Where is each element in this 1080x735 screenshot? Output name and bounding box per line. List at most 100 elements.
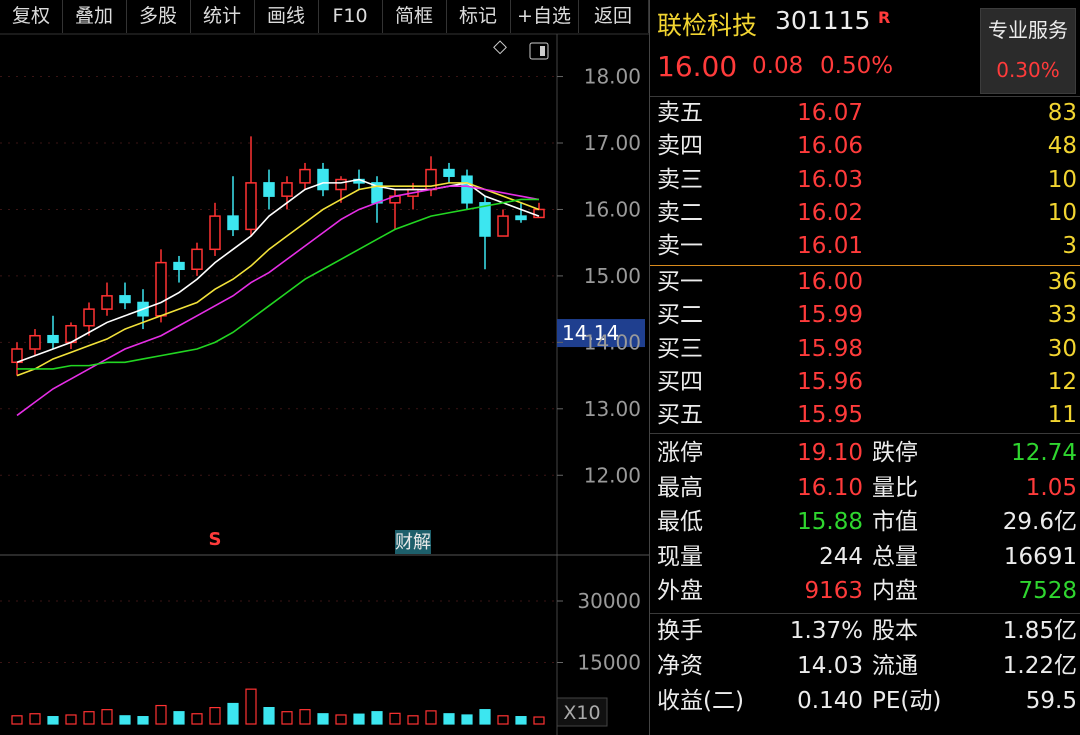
signal-marker[interactable]: S xyxy=(209,529,222,550)
toolbar-button[interactable]: 复权 xyxy=(0,0,63,33)
stat-value: 9163 xyxy=(804,578,863,604)
book-volume: 83 xyxy=(1047,100,1077,126)
stat-label: 市值 xyxy=(872,509,918,535)
volume-bar xyxy=(317,713,329,725)
stat-value: 15.88 xyxy=(797,509,863,535)
volume-scale: X10 xyxy=(563,702,600,724)
book-label: 卖二 xyxy=(657,199,703,226)
volume-bar xyxy=(353,713,365,725)
stat-label: 量比 xyxy=(872,474,918,501)
stat-value: 59.5 xyxy=(1025,688,1077,714)
stat-value: 16691 xyxy=(1003,543,1077,570)
price-change: 0.08 xyxy=(752,53,804,79)
stat-label: 涨停 xyxy=(657,440,703,466)
volume-bar xyxy=(47,716,59,725)
candle-body xyxy=(497,215,509,237)
book-label: 卖一 xyxy=(657,233,703,260)
volume-bar xyxy=(389,712,401,725)
volume-bar xyxy=(479,709,491,725)
book-label: 卖三 xyxy=(657,166,703,193)
candle-body xyxy=(227,215,239,231)
stat-label: 换手 xyxy=(657,618,703,644)
book-price: 16.00 xyxy=(797,269,863,295)
book-volume: 48 xyxy=(1047,133,1077,160)
stat-label: 最高 xyxy=(657,474,703,501)
book-price: 15.96 xyxy=(797,368,863,395)
volume-bar xyxy=(209,706,221,725)
toolbar-button[interactable]: 统计 xyxy=(190,0,255,33)
candle-body xyxy=(209,215,221,251)
volume-bar xyxy=(371,711,383,725)
service-box[interactable] xyxy=(980,8,1076,94)
book-volume: 10 xyxy=(1047,166,1077,193)
event-marker[interactable]: 财解 xyxy=(395,532,431,553)
book-label: 买一 xyxy=(657,269,703,295)
stat-value: 1.22亿 xyxy=(1002,653,1077,679)
toolbar-button[interactable]: 叠加 xyxy=(62,0,127,33)
y-tick-label: 12.00 xyxy=(584,463,641,487)
candle-body xyxy=(443,168,455,177)
candle-body xyxy=(515,215,527,221)
event-marker-bg xyxy=(395,530,431,554)
candle-body xyxy=(155,261,167,317)
candle-body xyxy=(119,295,131,304)
moving-average-line xyxy=(16,185,540,417)
volume-bar xyxy=(281,711,293,725)
book-volume: 36 xyxy=(1047,269,1077,295)
book-label: 卖四 xyxy=(657,133,703,160)
moving-average-line xyxy=(16,178,540,364)
divider xyxy=(650,613,1080,614)
book-price: 15.95 xyxy=(797,402,863,429)
moving-average-line xyxy=(17,198,539,370)
service-value: 0.30% xyxy=(996,58,1060,82)
toolbar-button[interactable]: 返回 xyxy=(578,0,649,33)
book-volume: 33 xyxy=(1047,302,1077,329)
stat-value: 19.10 xyxy=(797,440,863,466)
book-price: 16.06 xyxy=(797,133,863,160)
book-volume: 30 xyxy=(1047,335,1077,362)
shape-icon[interactable]: ◇ xyxy=(493,36,507,57)
book-label: 买四 xyxy=(657,368,703,395)
y-tick-label: 30000 xyxy=(577,589,641,613)
stat-label: 总量 xyxy=(872,543,918,570)
toolbar-button[interactable]: 标记 xyxy=(446,0,511,33)
stat-value: 1.05 xyxy=(1025,474,1077,501)
y-tick-label: 15.00 xyxy=(584,264,641,288)
toolbar-button[interactable]: 画线 xyxy=(254,0,319,33)
volume-bar xyxy=(83,711,95,725)
volume-bar xyxy=(335,714,347,725)
last-price: 16.00 xyxy=(657,50,738,83)
y-tick-label: 18.00 xyxy=(584,65,641,89)
moving-average-line xyxy=(16,182,540,377)
stat-label: 现量 xyxy=(657,543,703,570)
candle-body xyxy=(101,295,113,310)
candle-body xyxy=(245,182,257,231)
y-tick-label: 14.00 xyxy=(584,330,641,354)
y-tick-label: 13.00 xyxy=(584,397,641,421)
toolbar-button[interactable]: 简框 xyxy=(382,0,447,33)
y-tick-label: 15000 xyxy=(577,651,641,675)
volume-bar xyxy=(461,714,473,725)
book-label: 卖五 xyxy=(657,100,703,126)
stat-value: 12.74 xyxy=(1011,440,1077,466)
candle-body xyxy=(461,175,473,204)
toolbar-button[interactable]: +自选 xyxy=(510,0,579,33)
volume-bar xyxy=(227,702,239,725)
stock-name: 联检科技 xyxy=(657,11,758,40)
scale-box xyxy=(556,697,608,727)
book-price: 16.02 xyxy=(797,199,863,226)
toolbar-button[interactable]: F10 xyxy=(318,0,383,33)
stock-code: 301115 xyxy=(775,6,871,35)
candle-body xyxy=(335,178,347,191)
divider xyxy=(650,96,1080,97)
layout-icon-fill xyxy=(540,46,545,56)
toolbar-button[interactable]: 多股 xyxy=(126,0,191,33)
volume-bar xyxy=(425,710,437,725)
book-price: 15.98 xyxy=(797,335,863,362)
candle-body xyxy=(299,168,311,184)
candle-body xyxy=(47,334,59,344)
stat-value: 16.10 xyxy=(797,474,863,501)
layout-icon[interactable] xyxy=(529,42,549,60)
book-price: 16.01 xyxy=(797,233,863,260)
stat-value: 7528 xyxy=(1018,578,1077,604)
